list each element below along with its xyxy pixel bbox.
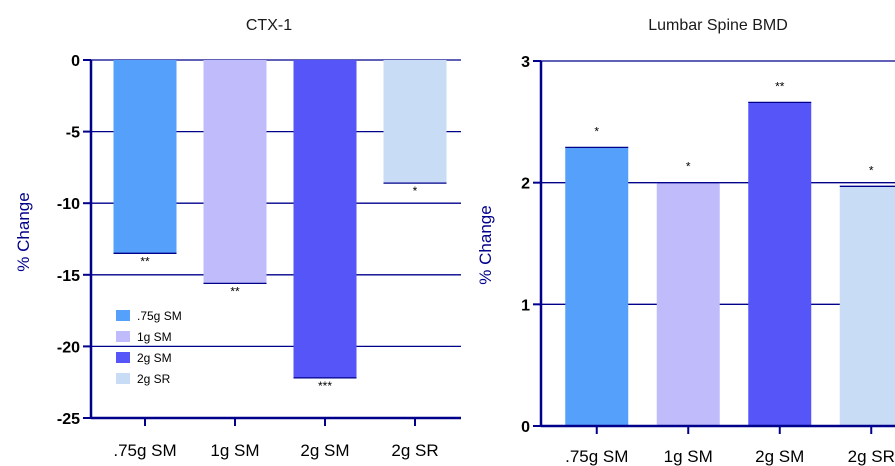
y-axis-label: % Change — [14, 192, 33, 271]
bar — [565, 147, 629, 426]
y-tick-label: 2 — [521, 176, 530, 193]
significance-label: *** — [318, 379, 332, 393]
significance-labels: ******** — [140, 184, 417, 393]
x-tick-label: 2g SM — [300, 441, 349, 460]
legend-label: 2g SM — [137, 351, 172, 365]
bar — [293, 60, 357, 378]
y-tick-label: -15 — [57, 268, 80, 285]
y-tick-label: 0 — [71, 53, 80, 70]
chart-title: Lumbar Spine BMD — [648, 17, 788, 34]
y-tick-label: -20 — [57, 339, 80, 356]
legend-swatch — [116, 310, 130, 321]
x-tick-label: .75g SM — [565, 447, 628, 466]
x-tick-label: 1g SM — [210, 441, 259, 460]
y-axis-ticks: 0 1 2 3 — [521, 54, 541, 436]
legend-label: 1g SM — [137, 330, 172, 344]
significance-label: * — [869, 163, 874, 177]
legend-swatch — [116, 352, 130, 363]
ctx1-chart: CTX-1 % Change 0 -5 -10 -15 -20 -25 .75g SM 1g… — [14, 17, 461, 460]
y-tick-label: -10 — [57, 196, 80, 213]
bar — [656, 182, 720, 426]
bar — [748, 102, 812, 426]
significance-labels: ***** — [594, 79, 874, 177]
bar — [839, 186, 895, 426]
chart-title: CTX-1 — [246, 17, 292, 34]
y-tick-label: 0 — [521, 419, 530, 436]
legend-swatch — [116, 331, 130, 342]
y-tick-label: -5 — [66, 125, 80, 142]
x-tick-label: .75g SM — [113, 441, 176, 460]
y-tick-label: 1 — [521, 297, 530, 314]
x-tick-label: 2g SM — [755, 447, 804, 466]
significance-label: * — [413, 184, 418, 198]
y-axis-label: % Change — [476, 205, 495, 284]
x-tick-label: 1g SM — [664, 447, 713, 466]
x-tick-label: 2g SR — [391, 441, 438, 460]
significance-label: ** — [230, 284, 240, 298]
legend-swatch — [116, 373, 130, 384]
significance-label: * — [594, 124, 599, 138]
legend: .75g SM 1g SM 2g SM 2g SR — [116, 309, 182, 386]
axes — [539, 61, 895, 428]
y-tick-label: -25 — [57, 411, 80, 428]
y-tick-label: 3 — [521, 54, 530, 71]
x-axis-ticks: .75g SM 1g SM 2g SM 2g SR — [113, 418, 439, 460]
bar — [383, 60, 447, 184]
x-tick-label: 2g SR — [848, 447, 895, 466]
y-axis-ticks: 0 -5 -10 -15 -20 -25 — [57, 53, 91, 428]
significance-label: ** — [140, 254, 150, 268]
axes — [89, 60, 461, 420]
significance-label: ** — [775, 79, 785, 93]
x-axis-ticks: .75g SM 1g SM 2g SM 2g SR — [565, 426, 895, 466]
lumbar-spine-bmd-chart: Lumbar Spine BMD % Change 0 1 2 3 .75g SM 1g… — [476, 17, 895, 466]
bar — [203, 60, 267, 284]
bar — [113, 60, 177, 254]
bars — [565, 101, 895, 426]
bars — [113, 60, 447, 379]
significance-label: * — [686, 160, 691, 174]
legend-label: 2g SR — [137, 372, 171, 386]
legend-label: .75g SM — [137, 309, 182, 323]
